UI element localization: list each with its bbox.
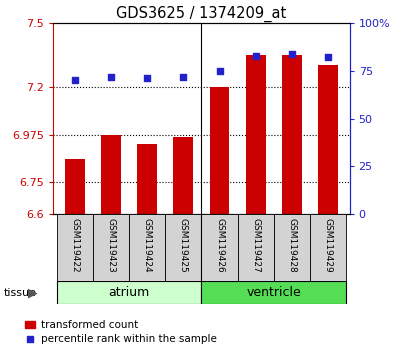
Bar xyxy=(310,214,346,281)
Text: tissue: tissue xyxy=(4,288,37,298)
Bar xyxy=(57,214,93,281)
Bar xyxy=(101,135,121,214)
Point xyxy=(252,53,259,58)
Title: GDS3625 / 1374209_at: GDS3625 / 1374209_at xyxy=(116,5,287,22)
Bar xyxy=(166,214,201,281)
Bar xyxy=(201,214,237,281)
Bar xyxy=(210,87,229,214)
Bar xyxy=(318,65,338,214)
Point xyxy=(72,78,78,83)
Legend: transformed count, percentile rank within the sample: transformed count, percentile rank withi… xyxy=(25,320,216,344)
Point xyxy=(325,55,331,60)
Text: GSM119423: GSM119423 xyxy=(107,218,116,273)
Text: GSM119426: GSM119426 xyxy=(215,218,224,273)
Bar xyxy=(137,144,157,214)
Point xyxy=(144,76,150,81)
Text: atrium: atrium xyxy=(109,286,150,299)
Bar xyxy=(237,214,274,281)
Bar xyxy=(282,55,302,214)
Bar xyxy=(201,281,346,304)
Text: ventricle: ventricle xyxy=(246,286,301,299)
Text: GSM119425: GSM119425 xyxy=(179,218,188,273)
Text: GSM119422: GSM119422 xyxy=(70,218,79,273)
Text: GSM119427: GSM119427 xyxy=(251,218,260,273)
Text: GSM119429: GSM119429 xyxy=(324,218,333,273)
Text: ▶: ▶ xyxy=(28,286,38,299)
Text: GSM119428: GSM119428 xyxy=(287,218,296,273)
Bar xyxy=(246,55,265,214)
Point xyxy=(180,74,186,79)
Point xyxy=(108,74,114,79)
Bar xyxy=(173,137,193,214)
Bar xyxy=(57,281,201,304)
Text: GSM119424: GSM119424 xyxy=(143,218,152,273)
Point xyxy=(216,68,223,74)
Bar xyxy=(65,159,85,214)
Bar xyxy=(93,214,129,281)
Bar xyxy=(129,214,166,281)
Bar xyxy=(274,214,310,281)
Point xyxy=(289,51,295,56)
